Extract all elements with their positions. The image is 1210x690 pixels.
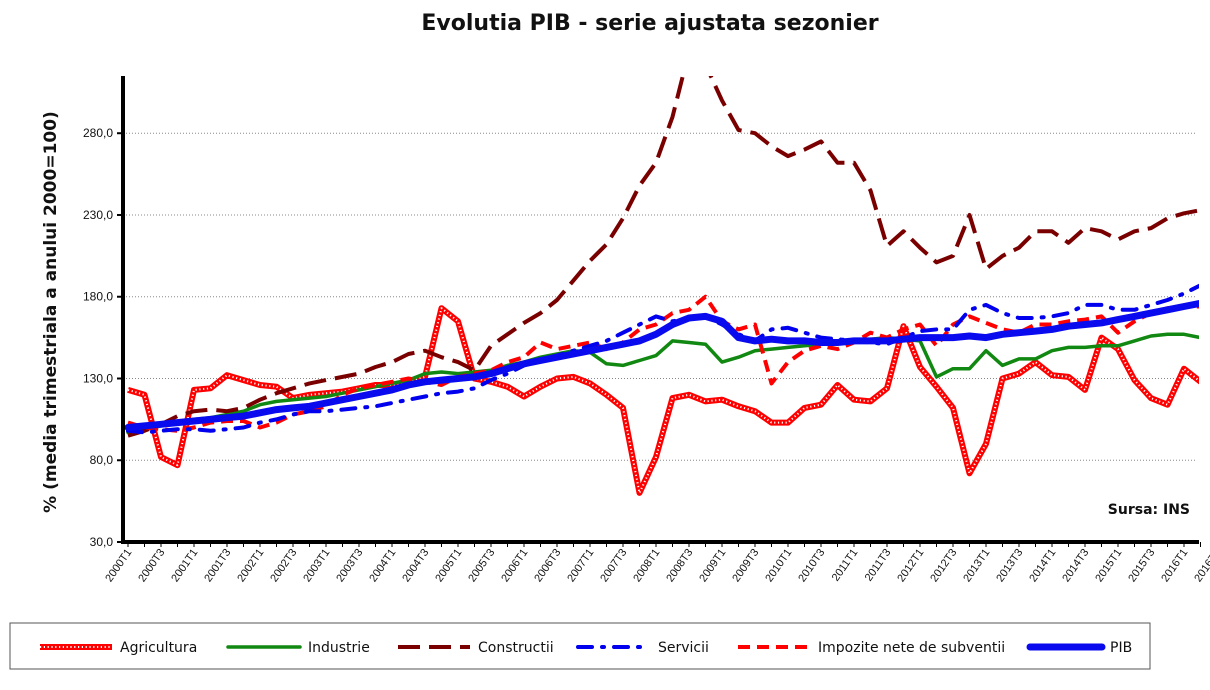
x-tick-label: 2006T1 bbox=[499, 547, 530, 584]
x-tick-label: 2009T1 bbox=[697, 547, 728, 584]
x-tick-label: 2013T3 bbox=[994, 547, 1025, 584]
legend: Agricultura Industrie Constructii Servicii I… bbox=[9, 622, 1151, 670]
x-tick-label: 2015T3 bbox=[1126, 547, 1157, 584]
x-tick-label: 2011T3 bbox=[863, 547, 894, 584]
y-tick-label: 280,0 bbox=[83, 126, 113, 140]
x-tick-label: 2010T3 bbox=[796, 547, 827, 584]
x-tick-label: 2005T1 bbox=[433, 547, 464, 584]
x-tick-label: 2006T3 bbox=[532, 547, 563, 584]
x-tick-label: 2002T3 bbox=[268, 547, 299, 584]
legend-label: Constructii bbox=[478, 640, 554, 656]
x-tick-label: 2014T3 bbox=[1060, 547, 1091, 584]
x-tick-label: 2013T1 bbox=[961, 547, 992, 584]
x-tick-label: 2003T1 bbox=[301, 547, 332, 584]
x-tick-label: 2015T1 bbox=[1093, 547, 1124, 584]
x-tick-label: 2004T1 bbox=[367, 547, 398, 584]
series-line-pib bbox=[124, 300, 1199, 431]
x-tick-label: 2016T3 bbox=[1192, 547, 1210, 584]
x-tick-label: 2003T3 bbox=[334, 547, 365, 584]
series-line-agricultura-dots bbox=[127, 307, 1199, 494]
y-tick-label: 230,0 bbox=[83, 208, 113, 222]
axes bbox=[121, 76, 1199, 544]
x-tick-label: 2001T1 bbox=[169, 547, 200, 584]
series-lines bbox=[124, 76, 1199, 496]
chart-title: Evolutia PIB - serie ajustata sezonier bbox=[421, 11, 878, 36]
x-tick-label: 2010T1 bbox=[763, 547, 794, 584]
x-tick-label: 2007T3 bbox=[598, 547, 629, 584]
series-line-impozite-nete-de-subventii bbox=[127, 294, 1199, 433]
series-line-industrie bbox=[126, 332, 1199, 435]
legend-label: PIB bbox=[1110, 640, 1132, 656]
x-tick-label: 2005T3 bbox=[466, 547, 497, 584]
y-axis-ticks: 30,0 80,0 130,0 180,0 230,0 280,0 bbox=[83, 126, 123, 549]
series-line-constructii bbox=[127, 76, 1199, 438]
x-tick-label: 2008T3 bbox=[664, 547, 695, 584]
y-tick-label: 30,0 bbox=[90, 535, 114, 549]
legend-label: Industrie bbox=[308, 640, 370, 656]
x-tick-label: 2001T3 bbox=[202, 547, 233, 584]
y-tick-label: 80,0 bbox=[90, 453, 114, 467]
x-tick-label: 2004T3 bbox=[400, 547, 431, 584]
legend-label: Impozite nete de subventii bbox=[818, 640, 1005, 656]
x-tick-label: 2007T1 bbox=[565, 547, 596, 584]
y-axis-label: % (media trimestriala a anului 2000=100) bbox=[41, 111, 61, 513]
x-tick-label: 2009T3 bbox=[730, 547, 761, 584]
x-tick-label: 2011T1 bbox=[830, 547, 861, 584]
legend-label: Agricultura bbox=[120, 640, 197, 656]
x-tick-label: 2014T1 bbox=[1027, 547, 1058, 584]
x-tick-label: 2000T3 bbox=[136, 547, 167, 584]
x-axis-ticks: 2000T1 2000T3 2001T1 2001T3 2002T1 2002T3 2003… bbox=[103, 542, 1210, 584]
x-tick-label: 2012T3 bbox=[928, 547, 959, 584]
series-line-servicii bbox=[126, 283, 1199, 435]
legend-label: Servicii bbox=[658, 640, 709, 656]
x-tick-label: 2012T1 bbox=[895, 547, 926, 584]
x-tick-label: 2002T1 bbox=[235, 547, 266, 584]
y-tick-label: 130,0 bbox=[83, 371, 113, 385]
x-tick-label: 2000T1 bbox=[103, 547, 134, 584]
x-tick-label: 2008T1 bbox=[631, 547, 662, 584]
source-note: Sursa: INS bbox=[1108, 502, 1190, 518]
gridlines bbox=[123, 132, 1197, 461]
y-tick-label: 180,0 bbox=[83, 290, 113, 304]
x-tick-label: 2016T1 bbox=[1159, 547, 1190, 584]
